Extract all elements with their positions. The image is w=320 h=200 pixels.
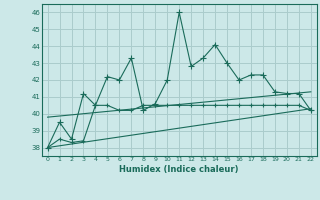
X-axis label: Humidex (Indice chaleur): Humidex (Indice chaleur) xyxy=(119,165,239,174)
